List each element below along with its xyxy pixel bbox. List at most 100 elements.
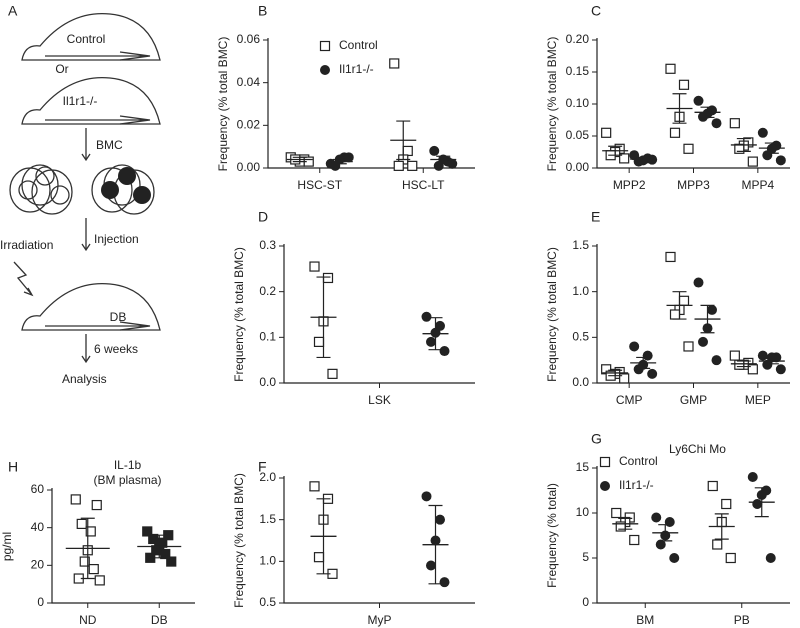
x-tick-label: LSK bbox=[368, 393, 391, 407]
axis bbox=[267, 38, 475, 169]
error-bar bbox=[436, 155, 451, 164]
dot bbox=[762, 150, 773, 161]
dot bbox=[721, 498, 732, 510]
label: 6 weeks bbox=[94, 342, 138, 356]
error-bar bbox=[396, 120, 411, 161]
y-axis-label: Frequency (% total BMC) bbox=[545, 37, 559, 172]
dot bbox=[651, 512, 662, 523]
legend-label: Control bbox=[339, 38, 378, 52]
dot bbox=[88, 563, 99, 575]
error-bar bbox=[608, 145, 623, 156]
dot bbox=[79, 556, 90, 567]
dot bbox=[166, 556, 177, 567]
dot bbox=[327, 368, 338, 379]
dot bbox=[91, 499, 102, 511]
error-bar bbox=[428, 504, 443, 585]
dot bbox=[665, 63, 676, 74]
dot bbox=[707, 304, 717, 315]
dot bbox=[407, 160, 418, 171]
y-tick-label: 1.0 bbox=[572, 284, 589, 298]
dot bbox=[389, 58, 400, 69]
y-tick-label: 2.0 bbox=[259, 470, 276, 484]
cells bbox=[9, 164, 155, 215]
error-bar bbox=[332, 158, 347, 165]
dot bbox=[678, 295, 690, 306]
dot bbox=[693, 277, 704, 288]
chart-title: (BM plasma) bbox=[93, 473, 161, 487]
y-tick-label: 40 bbox=[31, 520, 45, 534]
dot bbox=[619, 153, 630, 164]
lightning bbox=[13, 261, 34, 297]
dot bbox=[683, 341, 694, 352]
dot bbox=[669, 309, 681, 320]
chart: F Frequency (% total BMC) 0.5 1.0 1.5 2.0 MyP bbox=[232, 459, 475, 627]
label: BMC bbox=[96, 138, 123, 152]
dot bbox=[70, 494, 81, 505]
y-tick-label: 1.5 bbox=[572, 238, 589, 252]
dot bbox=[775, 364, 786, 375]
y-tick-label: 0.3 bbox=[259, 238, 276, 252]
dot bbox=[309, 481, 320, 492]
dot bbox=[343, 152, 354, 163]
label: Il1r1-/- bbox=[63, 94, 98, 108]
y-tick-label: 0.05 bbox=[566, 128, 590, 142]
y-tick-label: 0.00 bbox=[566, 160, 590, 174]
legend-label: Il1r1-/- bbox=[619, 478, 654, 492]
y-axis-label: Frequency (% total) bbox=[545, 483, 559, 588]
error-bar bbox=[292, 156, 307, 163]
error-bar bbox=[736, 360, 751, 368]
dot bbox=[426, 560, 436, 571]
label: Injection bbox=[94, 232, 139, 246]
y-tick-label: 0.1 bbox=[259, 330, 276, 344]
x-tick-label: HSC-ST bbox=[297, 178, 342, 192]
y-tick-label: 0.15 bbox=[566, 64, 590, 78]
dot bbox=[693, 95, 704, 106]
dot bbox=[313, 552, 325, 563]
arrow bbox=[81, 218, 91, 252]
arrow bbox=[81, 128, 91, 162]
axis bbox=[596, 244, 790, 384]
dot bbox=[747, 472, 758, 482]
label: Irradiation bbox=[0, 238, 53, 252]
error-bar bbox=[714, 513, 729, 540]
mouse bbox=[21, 76, 161, 125]
dot bbox=[762, 359, 773, 370]
dot bbox=[711, 118, 722, 129]
x-tick-label: GMP bbox=[680, 393, 707, 407]
dot bbox=[711, 355, 722, 366]
dot bbox=[757, 127, 768, 138]
panel-label: H bbox=[8, 459, 18, 475]
panel-label: D bbox=[258, 209, 268, 225]
error-bar bbox=[672, 291, 687, 320]
dot bbox=[429, 145, 440, 156]
dot bbox=[665, 251, 676, 263]
chart: E Frequency (% total BMC) 0.0 0.5 1.0 1.5 CMP G… bbox=[545, 209, 790, 407]
x-tick-label: ND bbox=[79, 613, 97, 627]
y-tick-label: 0.10 bbox=[566, 96, 590, 110]
dot bbox=[725, 552, 736, 564]
x-tick-label: DB bbox=[151, 613, 168, 627]
y-tick-label: 0.2 bbox=[259, 284, 276, 298]
error-bar bbox=[636, 356, 651, 369]
dot bbox=[752, 499, 763, 509]
y-tick-label: 0.02 bbox=[237, 118, 261, 132]
error-bar bbox=[700, 304, 715, 334]
y-axis-label: Frequency (% total BMC) bbox=[216, 37, 230, 172]
y-tick-label: 20 bbox=[31, 558, 45, 572]
panel-label: E bbox=[591, 209, 600, 225]
dot bbox=[766, 352, 777, 363]
dot bbox=[433, 160, 444, 171]
dot bbox=[678, 79, 690, 90]
legend-marker bbox=[600, 481, 610, 491]
dot bbox=[601, 127, 612, 138]
panel-label: F bbox=[258, 459, 267, 475]
dot bbox=[757, 350, 768, 361]
x-tick-label: BM bbox=[636, 613, 654, 627]
dot bbox=[642, 350, 653, 361]
y-tick-label: 10 bbox=[576, 505, 590, 519]
chart: G Frequency (% total) Ly6Chi Mo 0 5 10 15 BM PB C… bbox=[545, 431, 790, 627]
x-tick-label: MPP2 bbox=[613, 178, 646, 192]
y-tick-label: 0.5 bbox=[259, 595, 276, 609]
panel-label: C bbox=[591, 3, 601, 19]
dot bbox=[76, 518, 87, 530]
